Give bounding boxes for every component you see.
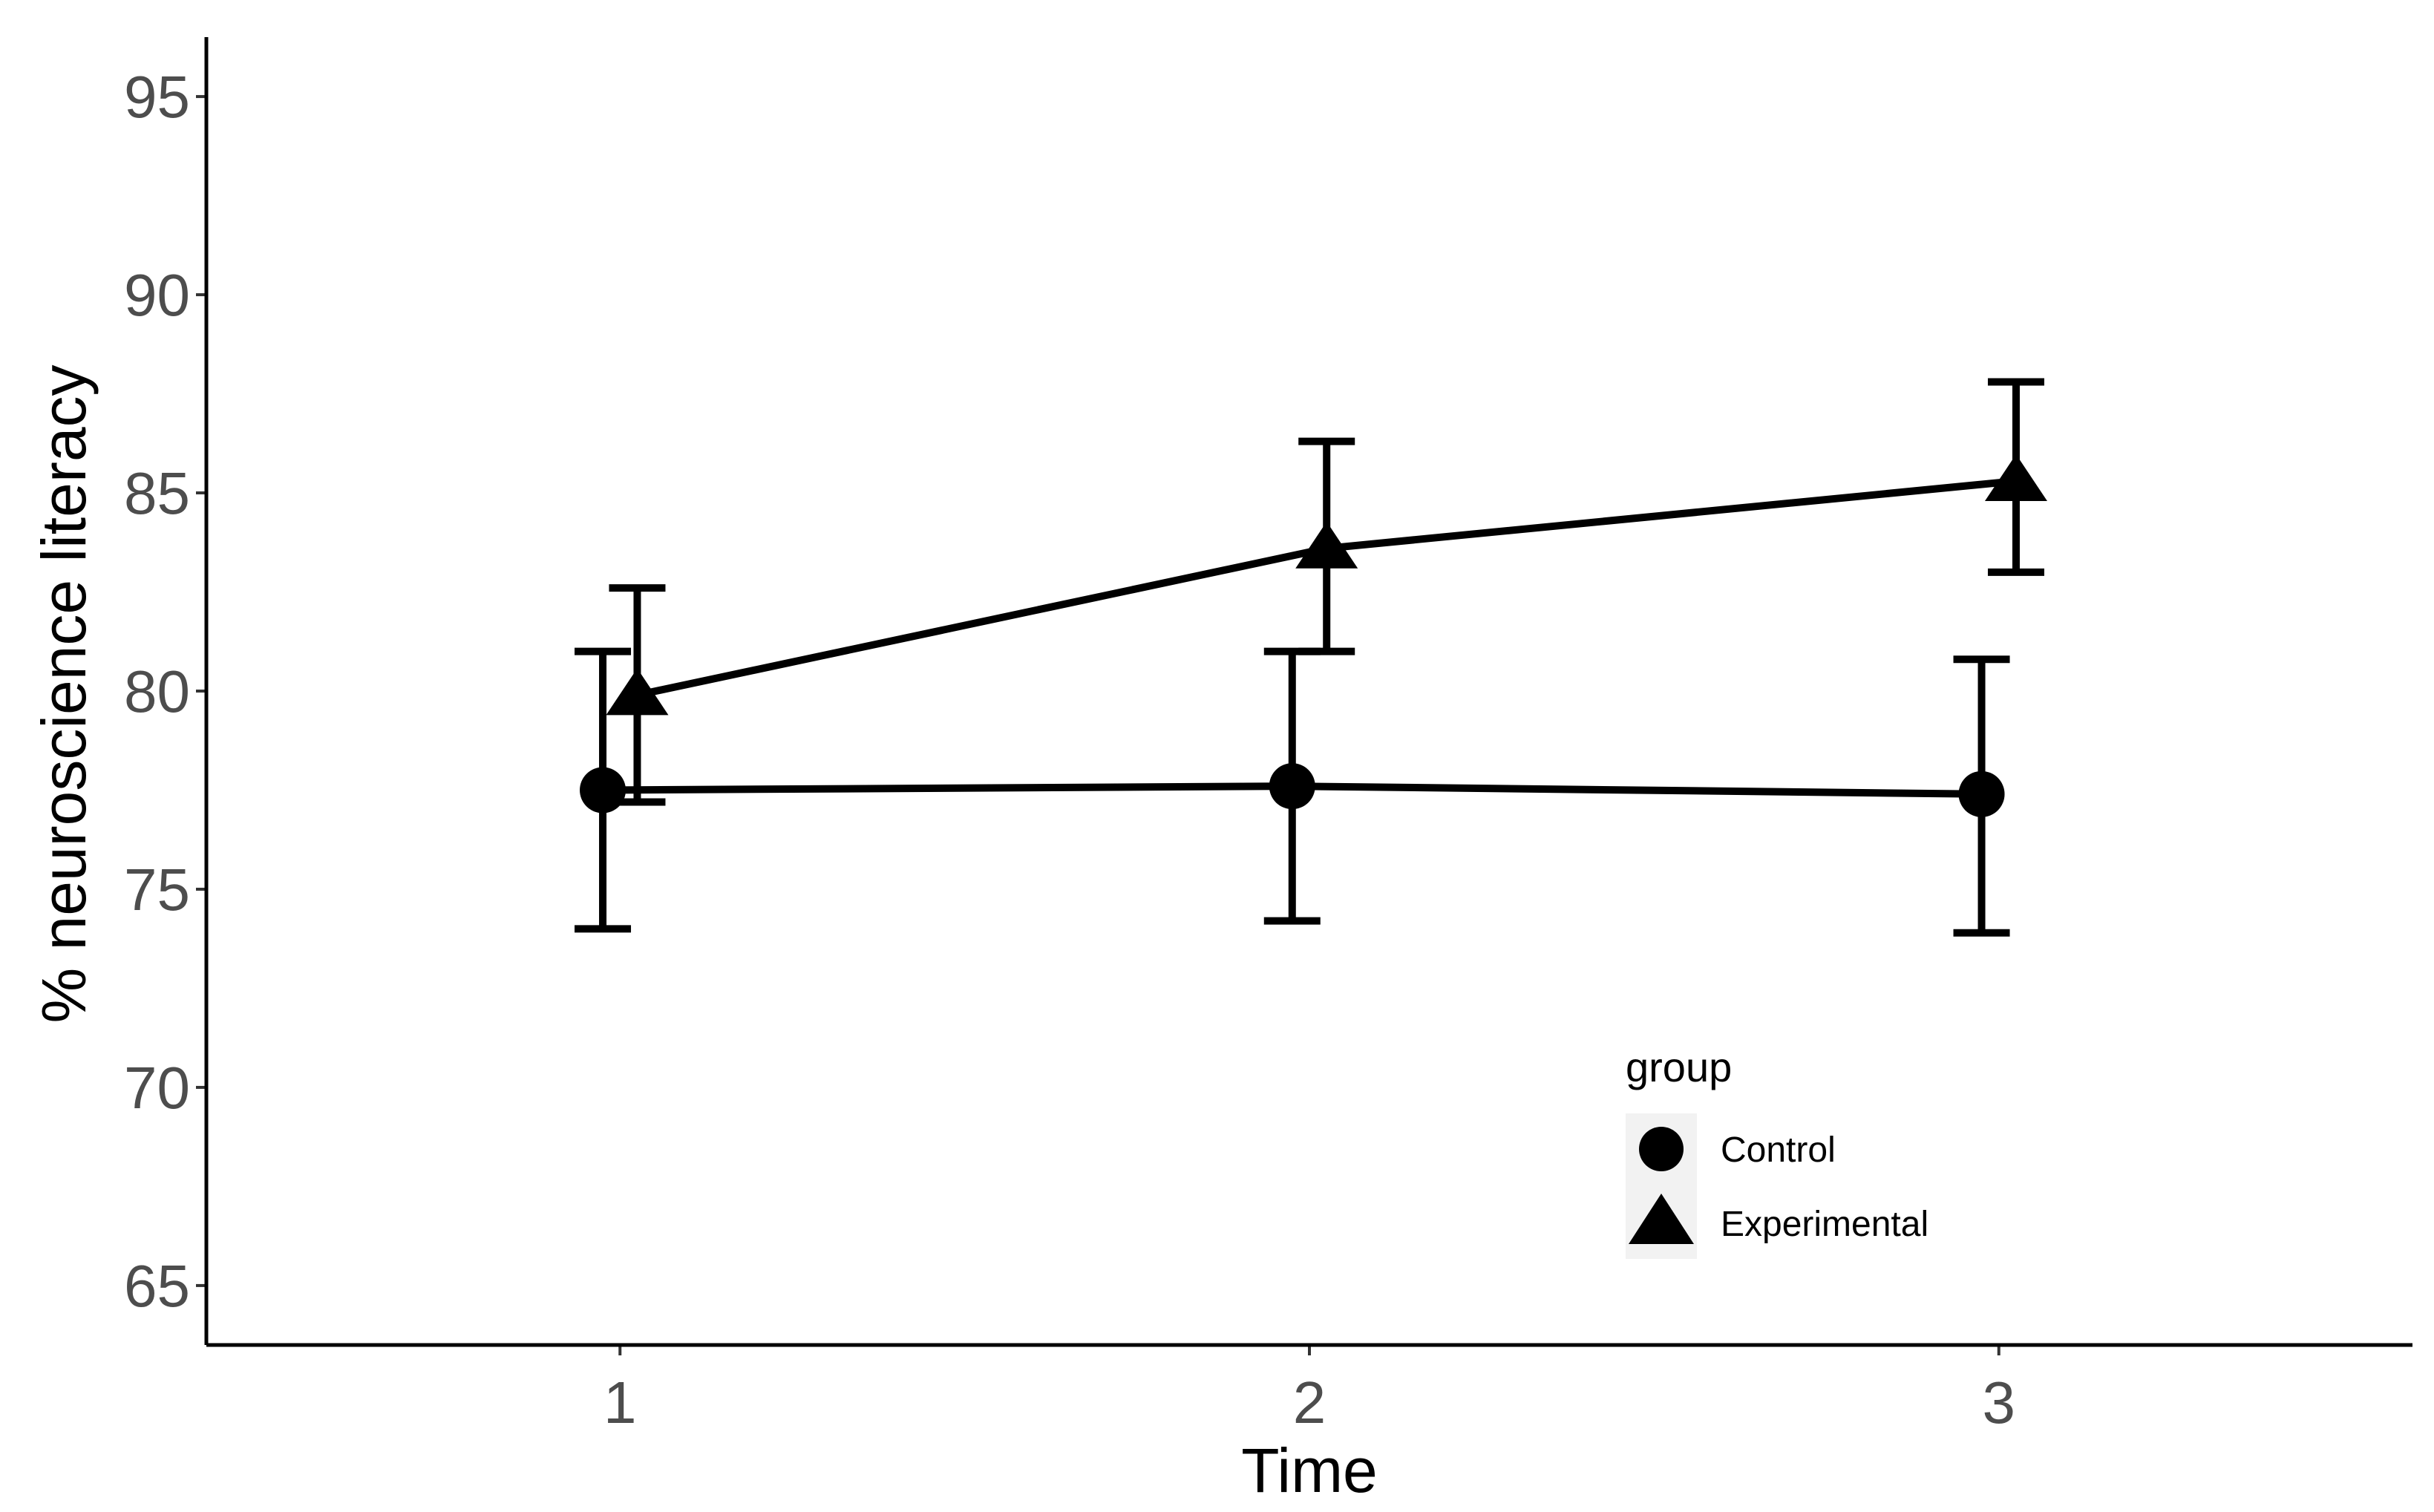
- y-axis-ticks: 65 70 75 80 85 90 95: [124, 64, 206, 1319]
- legend-key-control-icon: [1639, 1127, 1684, 1171]
- y-tick-label: 80: [124, 658, 190, 724]
- control-point: [580, 767, 627, 814]
- legend: group Control Experimental: [1626, 1044, 1928, 1259]
- legend-key-experimental-icon: [1629, 1194, 1694, 1244]
- experimental-point: [1984, 454, 2047, 502]
- y-tick-label: 70: [124, 1055, 190, 1121]
- y-tick-label: 85: [124, 460, 190, 526]
- x-tick-label: 2: [1293, 1369, 1326, 1436]
- x-tick-label: 3: [1983, 1369, 2016, 1436]
- legend-label-experimental: Experimental: [1721, 1205, 1928, 1244]
- legend-title: group: [1626, 1044, 1732, 1090]
- experimental-point: [606, 668, 669, 716]
- y-tick-label: 65: [124, 1253, 190, 1319]
- experimental-point: [1295, 521, 1358, 569]
- control-point: [1269, 763, 1315, 810]
- series-layer: [575, 378, 2047, 937]
- x-axis-ticks: 1 2 3: [603, 1345, 2015, 1436]
- legend-label-control: Control: [1721, 1130, 1836, 1170]
- x-axis-title: Time: [1241, 1436, 1378, 1505]
- x-tick-label: 1: [603, 1369, 637, 1436]
- y-axis-title: % neuroscience literacy: [29, 364, 99, 1023]
- y-tick-label: 75: [124, 857, 190, 923]
- control-point: [1958, 770, 2005, 817]
- y-tick-label: 95: [124, 64, 190, 130]
- y-tick-label: 90: [124, 262, 190, 328]
